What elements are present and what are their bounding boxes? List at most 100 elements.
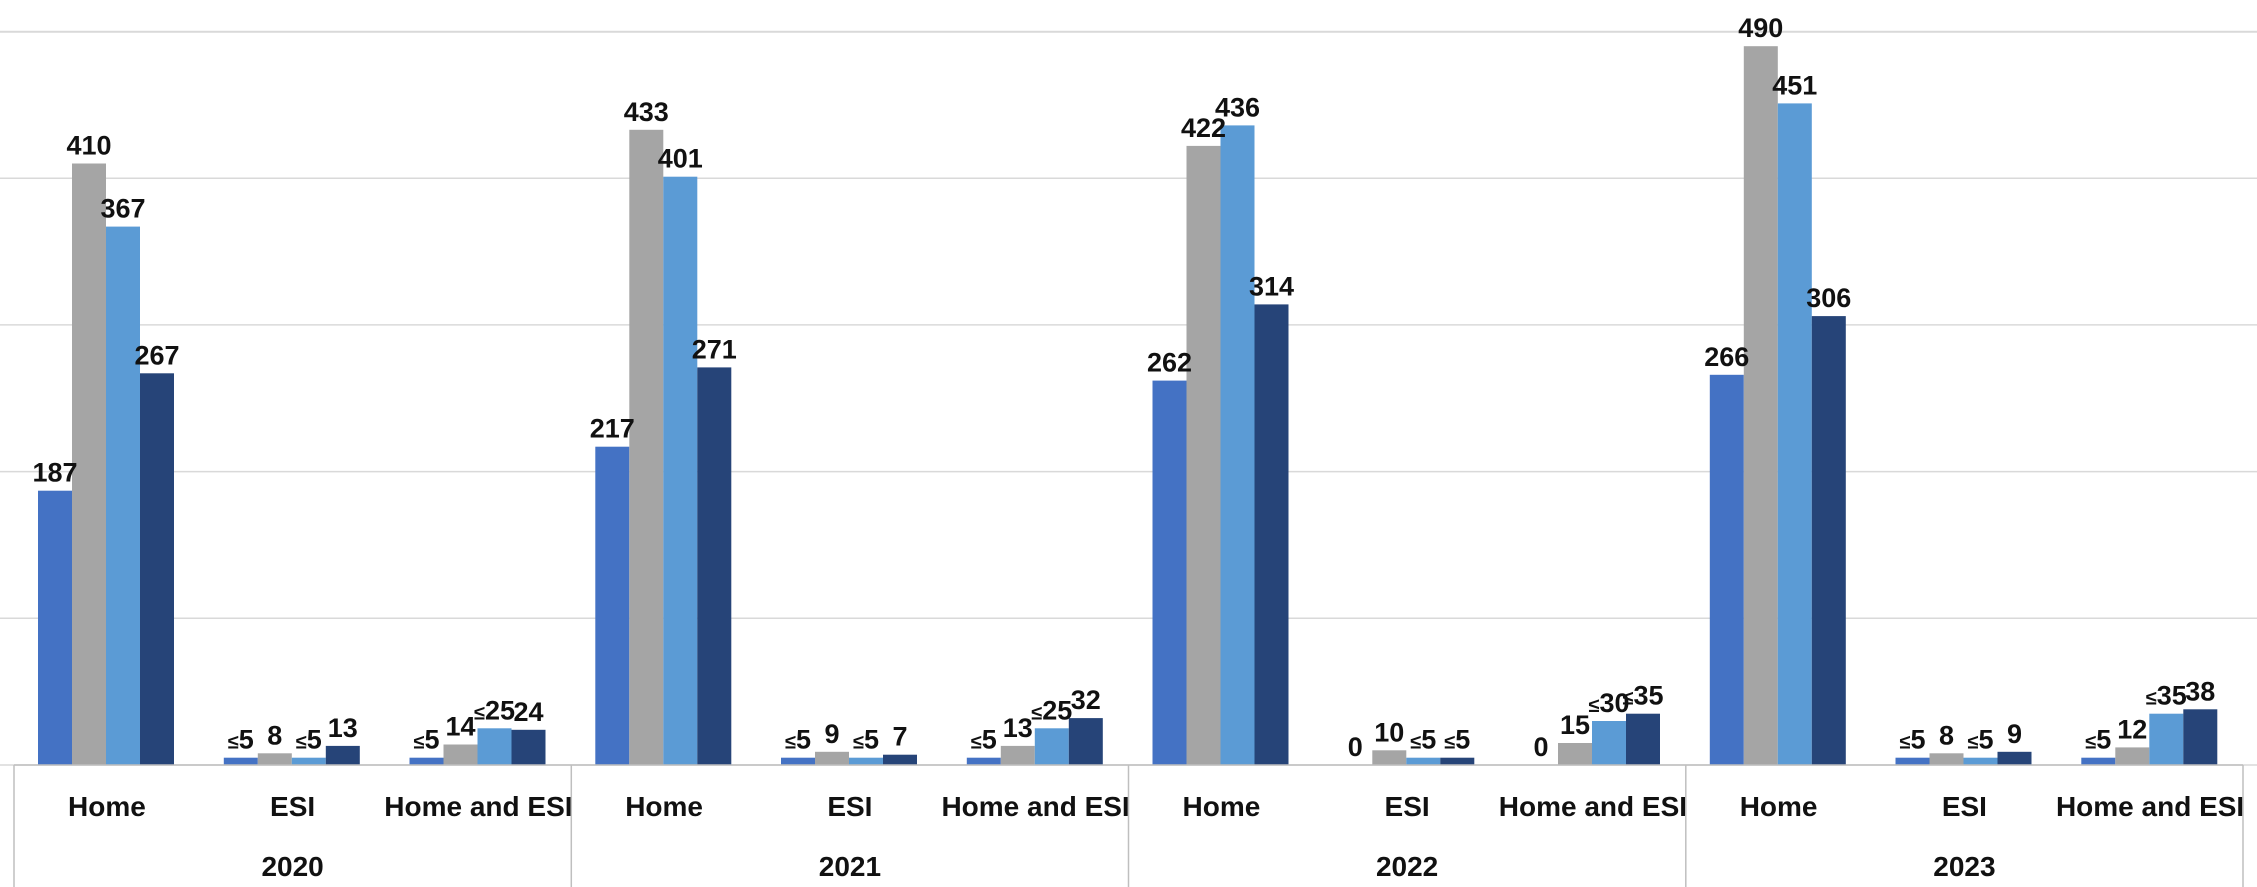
bar-2023-home-and-esi-series-1 xyxy=(2081,757,2116,765)
bar-2021-home-and-esi-series-3 xyxy=(1034,728,1069,765)
bar-2021-esi-series-4 xyxy=(883,754,917,765)
bar-2021-esi-series-3 xyxy=(849,757,883,765)
data-label: 436 xyxy=(1215,92,1260,122)
category-tick-label: Home and ESI xyxy=(941,791,1129,822)
data-label: ≤5 xyxy=(785,725,811,755)
category-tick-label: ESI xyxy=(1942,791,1987,822)
data-label: 217 xyxy=(590,414,635,444)
bar-2021-home-and-esi-series-4 xyxy=(1068,718,1103,765)
bar-2023-esi-series-4 xyxy=(1997,751,2032,765)
bar-2023-home-series-4 xyxy=(1811,316,1846,765)
data-label: 451 xyxy=(1772,70,1817,100)
data-label: 8 xyxy=(1939,720,1954,750)
category-tick-label: Home and ESI xyxy=(1499,791,1687,822)
year-group-label: 2020 xyxy=(261,851,323,882)
bar-2020-esi-series-1 xyxy=(223,757,258,765)
bar-2021-home-series-2 xyxy=(629,129,664,766)
data-label: 9 xyxy=(824,719,839,749)
bar-2020-esi-series-4 xyxy=(325,745,360,765)
bar-2022-home-series-3 xyxy=(1220,125,1255,765)
data-label: ≤5 xyxy=(1444,725,1470,755)
category-tick-label: Home xyxy=(1740,791,1818,822)
bar-2023-esi-series-2 xyxy=(1929,753,1964,765)
year-group-label: 2023 xyxy=(1933,851,1995,882)
category-tick-label: ESI xyxy=(827,791,872,822)
bar-2020-esi-series-3 xyxy=(291,757,326,765)
data-label: 422 xyxy=(1181,113,1226,143)
data-label: 8 xyxy=(267,720,282,750)
bar-2020-home-series-3 xyxy=(106,226,140,766)
bar-2023-home-series-1 xyxy=(1709,374,1744,765)
bar-2022-home-series-4 xyxy=(1254,304,1289,765)
bar-2022-home-series-2 xyxy=(1186,145,1221,765)
data-label: 314 xyxy=(1249,271,1294,301)
data-label: 7 xyxy=(892,722,907,752)
data-label: 0 xyxy=(1533,732,1548,762)
data-label: 266 xyxy=(1704,342,1749,372)
bar-2020-home-and-esi-series-2 xyxy=(443,744,478,765)
data-label: 32 xyxy=(1071,685,1101,715)
category-tick-label: Home and ESI xyxy=(384,791,572,822)
data-label: 187 xyxy=(32,458,77,488)
data-label: 9 xyxy=(2007,719,2022,749)
data-label: 13 xyxy=(328,713,358,743)
data-label: ≤25 xyxy=(474,695,515,725)
data-label: ≤30 xyxy=(1588,688,1629,718)
bar-2022-home-and-esi-series-4 xyxy=(1626,713,1660,765)
year-group-label: 2022 xyxy=(1376,851,1438,882)
bar-2022-esi-series-2 xyxy=(1372,750,1407,765)
category-tick-label: Home xyxy=(625,791,703,822)
data-label: 10 xyxy=(1374,717,1404,747)
data-label: ≤5 xyxy=(1967,725,1993,755)
bar-2022-home-and-esi-series-2 xyxy=(1558,743,1592,765)
data-label: 15 xyxy=(1560,710,1590,740)
data-label: ≤5 xyxy=(228,725,254,755)
x-axis: Home ESI Home and ESI Home ESI Home and ESI Ho… xyxy=(13,764,2244,887)
category-tick-label: Home and ESI xyxy=(2056,791,2244,822)
bar-2021-esi-series-1 xyxy=(781,757,815,765)
bar-2021-home-series-4 xyxy=(697,367,732,765)
bar-2021-esi-series-2 xyxy=(815,751,849,765)
data-label: 271 xyxy=(692,334,737,364)
bar-2021-home-and-esi-series-1 xyxy=(966,757,1001,765)
bars xyxy=(38,46,2218,766)
data-label: 0 xyxy=(1348,732,1363,762)
data-label: ≤5 xyxy=(296,725,322,755)
bar-2023-home-and-esi-series-4 xyxy=(2183,709,2218,765)
category-tick-label: Home xyxy=(1183,791,1261,822)
year-group-label: 2021 xyxy=(819,851,881,882)
bar-2021-home-and-esi-series-2 xyxy=(1000,745,1035,765)
data-label: ≤5 xyxy=(971,725,997,755)
data-label: ≤25 xyxy=(1031,695,1072,725)
data-label: ≤5 xyxy=(2085,725,2111,755)
data-label: ≤35 xyxy=(2146,681,2187,711)
bar-2020-home-series-1 xyxy=(38,490,72,765)
bar-2020-home-and-esi-series-1 xyxy=(409,757,444,765)
bar-2020-esi-series-2 xyxy=(257,753,292,765)
data-label: 306 xyxy=(1806,283,1851,313)
bar-2023-home-series-2 xyxy=(1743,46,1778,765)
bar-2023-home-and-esi-series-3 xyxy=(2149,713,2184,765)
bar-2020-home-series-2 xyxy=(72,163,106,765)
bar-2023-esi-series-3 xyxy=(1963,757,1998,765)
data-label: 401 xyxy=(658,144,703,174)
gridlines xyxy=(0,30,2257,766)
category-tick-label: Home xyxy=(68,791,146,822)
bar-2022-home-series-1 xyxy=(1152,380,1187,765)
bar-2021-home-series-3 xyxy=(663,176,698,765)
data-label: 13 xyxy=(1003,713,1033,743)
bar-2023-home-series-3 xyxy=(1777,103,1812,765)
bar-2021-home-series-1 xyxy=(595,446,630,765)
data-label: 14 xyxy=(445,712,475,742)
category-tick-label: ESI xyxy=(270,791,315,822)
data-label: 262 xyxy=(1147,348,1192,378)
data-label: 367 xyxy=(100,194,145,224)
data-label: 490 xyxy=(1738,13,1783,43)
bar-2022-esi-series-4 xyxy=(1440,757,1475,765)
data-label: ≤35 xyxy=(1622,681,1663,711)
data-label: ≤5 xyxy=(1410,725,1436,755)
data-label: 24 xyxy=(513,697,543,727)
bar-2022-home-and-esi-series-3 xyxy=(1592,721,1626,765)
